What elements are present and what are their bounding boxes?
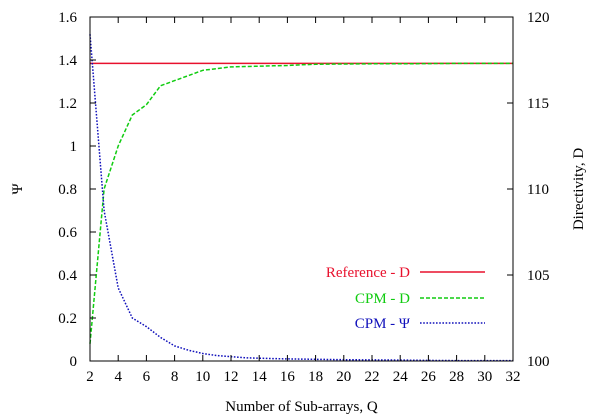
x-tick-label: 26 [421, 369, 437, 385]
x-tick-label: 18 [308, 369, 323, 385]
series-layer [89, 34, 513, 362]
plot-frame [89, 16, 514, 362]
legend-label: CPM - Ψ [355, 316, 411, 332]
x-tick-label: 14 [252, 369, 268, 385]
x-tick-label: 2 [86, 369, 94, 385]
x-tick-label: 32 [506, 369, 521, 385]
x-tick-label: 4 [114, 369, 122, 385]
x-tick-label: 12 [224, 369, 239, 385]
y-left-tick-label: 1.4 [58, 53, 77, 69]
x-axis-title: Number of Sub-arrays, Q [225, 399, 378, 415]
y-left-tick-label: 0 [70, 354, 78, 370]
y-right-tick-label: 105 [527, 268, 550, 284]
y-axis-title-left: Ψ [10, 183, 26, 195]
x-tick-label: 10 [195, 369, 210, 385]
y-left-tick-label: 0.4 [58, 268, 77, 284]
y-left-tick-label: 1.6 [58, 10, 77, 26]
y-right-tick-label: 110 [527, 182, 549, 198]
x-tick-label: 8 [171, 369, 179, 385]
y-left-tick-label: 0.6 [58, 225, 77, 241]
legend: Reference - D CPM - D CPM - Ψ [326, 265, 485, 332]
x-tick-label: 6 [143, 369, 151, 385]
x-tick-label: 24 [393, 369, 409, 385]
x-tick-label: 28 [449, 369, 464, 385]
y-right-tick-label: 115 [527, 96, 549, 112]
x-tick-label: 16 [280, 369, 296, 385]
y-left-tick-label: 1.2 [58, 96, 77, 112]
x-tick-label: 22 [365, 369, 380, 385]
y-left-tick-label: 1 [70, 139, 78, 155]
legend-label: Reference - D [326, 265, 410, 281]
y-right-tick-label: 100 [527, 354, 550, 370]
y-left-tick-label: 0.2 [58, 311, 77, 327]
x-tick-label: 30 [477, 369, 492, 385]
legend-label: CPM - D [355, 291, 410, 307]
y-left-tick-label: 0.8 [58, 182, 77, 198]
y-right-tick-label: 120 [527, 10, 550, 26]
x-tick-label: 20 [336, 369, 351, 385]
series-line [89, 62, 513, 344]
y-axis-title-right: Directivity, D [571, 148, 587, 231]
series-line [89, 34, 513, 362]
axes-layer: 2 4 6 8 10 12 14 16 18 20 22 24 26 28 30 3200.20.40.60.… [58, 10, 549, 385]
